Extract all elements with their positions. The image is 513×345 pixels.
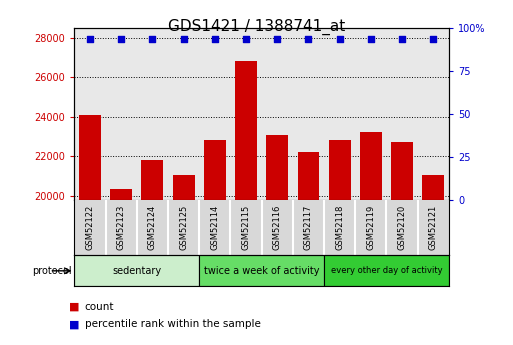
Text: GSM52123: GSM52123 xyxy=(116,205,126,250)
Point xyxy=(211,37,219,42)
Point xyxy=(180,37,188,42)
Text: protocol: protocol xyxy=(32,266,72,276)
Point xyxy=(148,37,156,42)
Text: GSM52118: GSM52118 xyxy=(335,205,344,250)
Text: GSM52114: GSM52114 xyxy=(210,205,220,250)
Bar xyxy=(324,255,449,286)
Bar xyxy=(142,160,163,345)
Bar xyxy=(360,132,382,345)
Point xyxy=(242,37,250,42)
Text: GSM52124: GSM52124 xyxy=(148,205,157,250)
Text: GSM52122: GSM52122 xyxy=(86,205,94,250)
Point xyxy=(273,37,281,42)
Bar xyxy=(235,61,257,345)
Bar xyxy=(74,255,199,286)
Text: GSM52121: GSM52121 xyxy=(429,205,438,250)
Point xyxy=(429,37,438,42)
Text: GSM52125: GSM52125 xyxy=(179,205,188,250)
Text: ■: ■ xyxy=(69,319,80,329)
Bar xyxy=(329,140,350,345)
Text: GSM52119: GSM52119 xyxy=(366,205,376,250)
Point xyxy=(86,37,94,42)
Bar xyxy=(199,255,324,286)
Text: every other day of activity: every other day of activity xyxy=(331,266,442,275)
Bar xyxy=(266,135,288,345)
Bar xyxy=(79,115,101,345)
Bar xyxy=(110,189,132,345)
Point xyxy=(398,37,406,42)
Text: GSM52115: GSM52115 xyxy=(242,205,250,250)
Point xyxy=(367,37,375,42)
Bar xyxy=(391,141,413,345)
Text: count: count xyxy=(85,302,114,312)
Text: GDS1421 / 1388741_at: GDS1421 / 1388741_at xyxy=(168,19,345,35)
Text: GSM52120: GSM52120 xyxy=(398,205,407,250)
Bar xyxy=(204,140,226,345)
Text: ■: ■ xyxy=(69,302,80,312)
Bar xyxy=(422,175,444,345)
Text: GSM52116: GSM52116 xyxy=(273,205,282,250)
Point xyxy=(336,37,344,42)
Bar xyxy=(173,175,194,345)
Text: twice a week of activity: twice a week of activity xyxy=(204,266,320,276)
Point xyxy=(117,37,125,42)
Text: percentile rank within the sample: percentile rank within the sample xyxy=(85,319,261,329)
Bar xyxy=(298,151,320,345)
Text: sedentary: sedentary xyxy=(112,266,162,276)
Text: GSM52117: GSM52117 xyxy=(304,205,313,250)
Point xyxy=(304,37,312,42)
